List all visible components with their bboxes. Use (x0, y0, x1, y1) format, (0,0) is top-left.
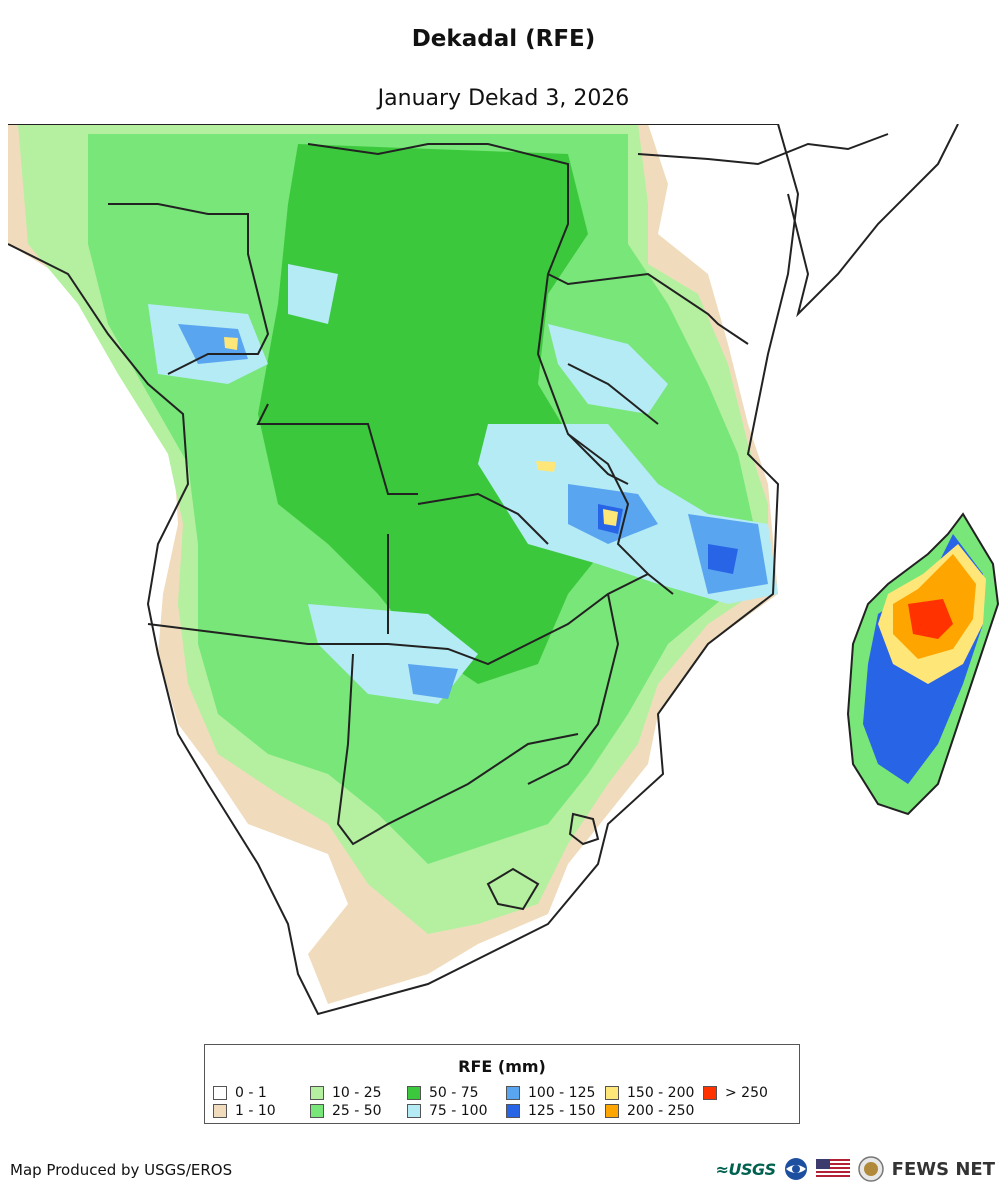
legend-item: 150 - 200 (605, 1085, 694, 1101)
legend-item: 100 - 125 (506, 1085, 595, 1101)
us-flag-icon (815, 1159, 850, 1179)
madagascar (846, 512, 1000, 816)
legend-label: 150 - 200 (627, 1085, 695, 1101)
legend-label: 0 - 1 (235, 1085, 267, 1101)
legend-swatch (605, 1104, 619, 1118)
legend-item: 50 - 75 (407, 1085, 479, 1101)
country-borders (8, 124, 800, 1016)
madagascar-red (908, 599, 953, 639)
legend-swatch (213, 1086, 227, 1100)
legend-item: 75 - 100 (407, 1103, 488, 1119)
legend-item: 1 - 10 (213, 1103, 276, 1119)
map-subtitle: January Dekad 3, 2026 (377, 86, 630, 111)
map-land-layer (8, 124, 798, 1014)
legend-swatch (310, 1104, 324, 1118)
usgs-logo: ≈USGS (715, 1159, 777, 1179)
legend-swatch (506, 1086, 520, 1100)
legend-item: 10 - 25 (310, 1085, 382, 1101)
logo-strip: ≈USGS FEWS NET (716, 1156, 995, 1182)
legend-label: 50 - 75 (429, 1085, 479, 1101)
legend-label: > 250 (725, 1085, 768, 1101)
state-department-seal-icon (857, 1156, 884, 1182)
legend-label: 75 - 100 (429, 1103, 488, 1119)
noaa-logo-icon (784, 1158, 807, 1180)
legend-label: 200 - 250 (627, 1103, 695, 1119)
legend-swatch (213, 1104, 227, 1118)
legend-swatch (310, 1086, 324, 1100)
map-title: Dekadal (RFE) (411, 26, 596, 52)
legend-label: 1 - 10 (235, 1103, 276, 1119)
legend-swatch (703, 1086, 717, 1100)
legend-item: 0 - 1 (213, 1085, 267, 1101)
legend-item: 200 - 250 (605, 1103, 694, 1119)
region-75-100 (148, 264, 778, 704)
region-50-75 (258, 144, 628, 684)
legend-label: 125 - 150 (528, 1103, 596, 1119)
legend-swatch (506, 1104, 520, 1118)
legend-swatch (407, 1086, 421, 1100)
fews-net-logo: FEWS NET (891, 1158, 995, 1180)
credit-text: Map Produced by USGS/EROS (10, 1161, 233, 1179)
horn-borders (637, 124, 959, 318)
rainfall-map (8, 124, 1000, 1016)
legend-title: RFE (mm) (458, 1057, 546, 1076)
legend-item: 125 - 150 (506, 1103, 595, 1119)
legend-label: 100 - 125 (528, 1085, 596, 1101)
map-legend: RFE (mm) 0 - 1 1 - 10 10 - 25 25 - 50 50… (204, 1044, 800, 1124)
legend-swatch (605, 1086, 619, 1100)
legend-label: 10 - 25 (332, 1085, 382, 1101)
legend-item: 25 - 50 (310, 1103, 382, 1119)
legend-label: 25 - 50 (332, 1103, 382, 1119)
legend-item: > 250 (703, 1085, 768, 1101)
legend-swatch (407, 1104, 421, 1118)
